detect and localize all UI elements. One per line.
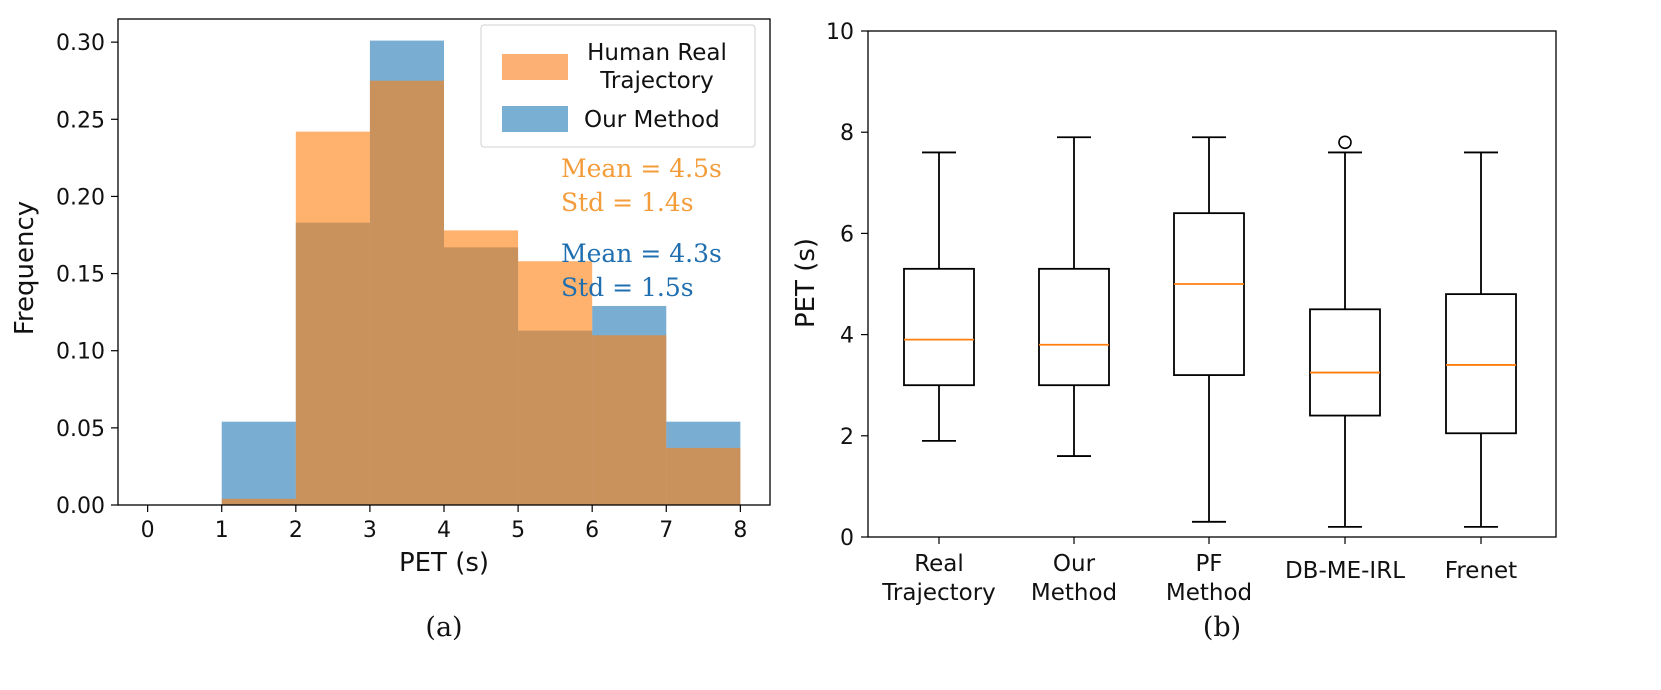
human-trajectory-bars	[221, 80, 741, 505]
box-3	[1173, 136, 1245, 523]
caption-b: (b)	[1203, 612, 1241, 643]
x-tick-label: 6	[585, 518, 599, 543]
boxplot-boxes	[903, 135, 1517, 528]
y-tick-label: 8	[840, 121, 854, 146]
x-tick-label: 0	[141, 518, 155, 543]
y-tick-label: 0.05	[56, 417, 105, 442]
y-tick-label: 2	[840, 425, 854, 450]
x-tick-label: 7	[659, 518, 673, 543]
box-1	[903, 151, 975, 442]
human-trajectory-bar	[295, 131, 370, 505]
x-tick-label: 3	[363, 518, 377, 543]
boxplot-x-labels: Real Trajectory Our Method PF Method DB-ME-IRL…	[881, 537, 1517, 606]
x-tick-label: DB-ME-IRL	[1285, 558, 1405, 584]
histogram-panel: 0 1 2 3 4 5 6 7 8 0.00 0.05 0.10 0.15 0.20 0.25 0.30 H…	[10, 18, 771, 643]
box-4	[1309, 135, 1381, 528]
human-trajectory-bar	[592, 335, 667, 505]
y-tick-label: 6	[840, 222, 854, 247]
human-trajectory-bar	[369, 80, 444, 505]
human-trajectory-bar	[518, 261, 593, 505]
boxplot-panel: 0 2 4 6 8 10 Real Trajectory Our Method PF Method D…	[791, 20, 1557, 643]
stats-annotations: Mean = 4.5s Std = 1.4s Mean = 4.3s Std =…	[561, 154, 722, 302]
y-tick-label: 0.30	[56, 31, 105, 56]
iqr-box	[1309, 308, 1381, 417]
legend-swatch-human	[502, 54, 568, 80]
human-std-annotation: Std = 1.4s	[561, 188, 694, 217]
x-tick-label: Real	[914, 551, 964, 577]
y-tick-label: 0.15	[56, 263, 105, 288]
y-tick-label: 0.10	[56, 340, 105, 365]
human-trajectory-bar	[444, 230, 519, 505]
x-tick-label-line2: Method	[1166, 580, 1252, 606]
histogram-x-label: PET (s)	[399, 548, 489, 578]
outlier-point	[1338, 135, 1352, 150]
x-tick-label-line2: Method	[1031, 580, 1117, 606]
y-tick-label: 0.00	[56, 494, 105, 519]
iqr-box	[1173, 212, 1245, 376]
y-tick-label: 10	[826, 20, 854, 45]
our-method-std-annotation: Std = 1.5s	[561, 273, 694, 302]
y-tick-label: 0.25	[56, 108, 105, 133]
iqr-box	[903, 267, 975, 387]
x-tick-label: PF	[1195, 551, 1222, 577]
box-5	[1445, 151, 1517, 528]
histogram-legend: Human Real Trajectory Our Method	[480, 24, 756, 148]
human-trajectory-bar	[666, 447, 741, 505]
human-mean-annotation: Mean = 4.5s	[561, 154, 722, 183]
human-trajectory-bar	[221, 498, 296, 505]
histogram-x-ticks: 0 1 2 3 4 5 6 7 8	[141, 505, 747, 543]
x-tick-label: 4	[437, 518, 451, 543]
boxplot-y-ticks: 0 2 4 6 8 10	[826, 20, 868, 551]
y-tick-label: 4	[840, 324, 854, 349]
x-tick-label: 5	[511, 518, 525, 543]
box-2	[1038, 136, 1110, 457]
caption-a: (a)	[425, 612, 462, 643]
iqr-box	[1038, 267, 1110, 387]
our-method-mean-annotation: Mean = 4.3s	[561, 239, 722, 268]
x-tick-label-line2: Trajectory	[881, 580, 996, 606]
boxplot-y-label: PET (s)	[791, 238, 821, 328]
legend-label-our-method: Our Method	[584, 107, 720, 133]
histogram-plot-frame	[117, 18, 771, 506]
x-tick-label: Our	[1053, 551, 1096, 577]
boxplot-plot-frame	[867, 30, 1557, 538]
legend-label-human-line1: Human Real	[587, 40, 727, 66]
x-tick-label: 8	[733, 518, 747, 543]
x-tick-label: 1	[215, 518, 229, 543]
legend-label-human-line2: Trajectory	[599, 68, 714, 94]
y-tick-label: 0.20	[56, 185, 105, 210]
x-tick-label: 2	[289, 518, 303, 543]
histogram-y-label: Frequency	[10, 201, 40, 335]
legend-swatch-our-method	[502, 106, 568, 132]
histogram-y-ticks: 0.00 0.05 0.10 0.15 0.20 0.25 0.30	[56, 31, 118, 519]
iqr-box	[1445, 293, 1517, 435]
y-tick-label: 0	[840, 526, 854, 551]
our-method-bar	[221, 421, 296, 505]
x-tick-label: Frenet	[1445, 558, 1517, 584]
